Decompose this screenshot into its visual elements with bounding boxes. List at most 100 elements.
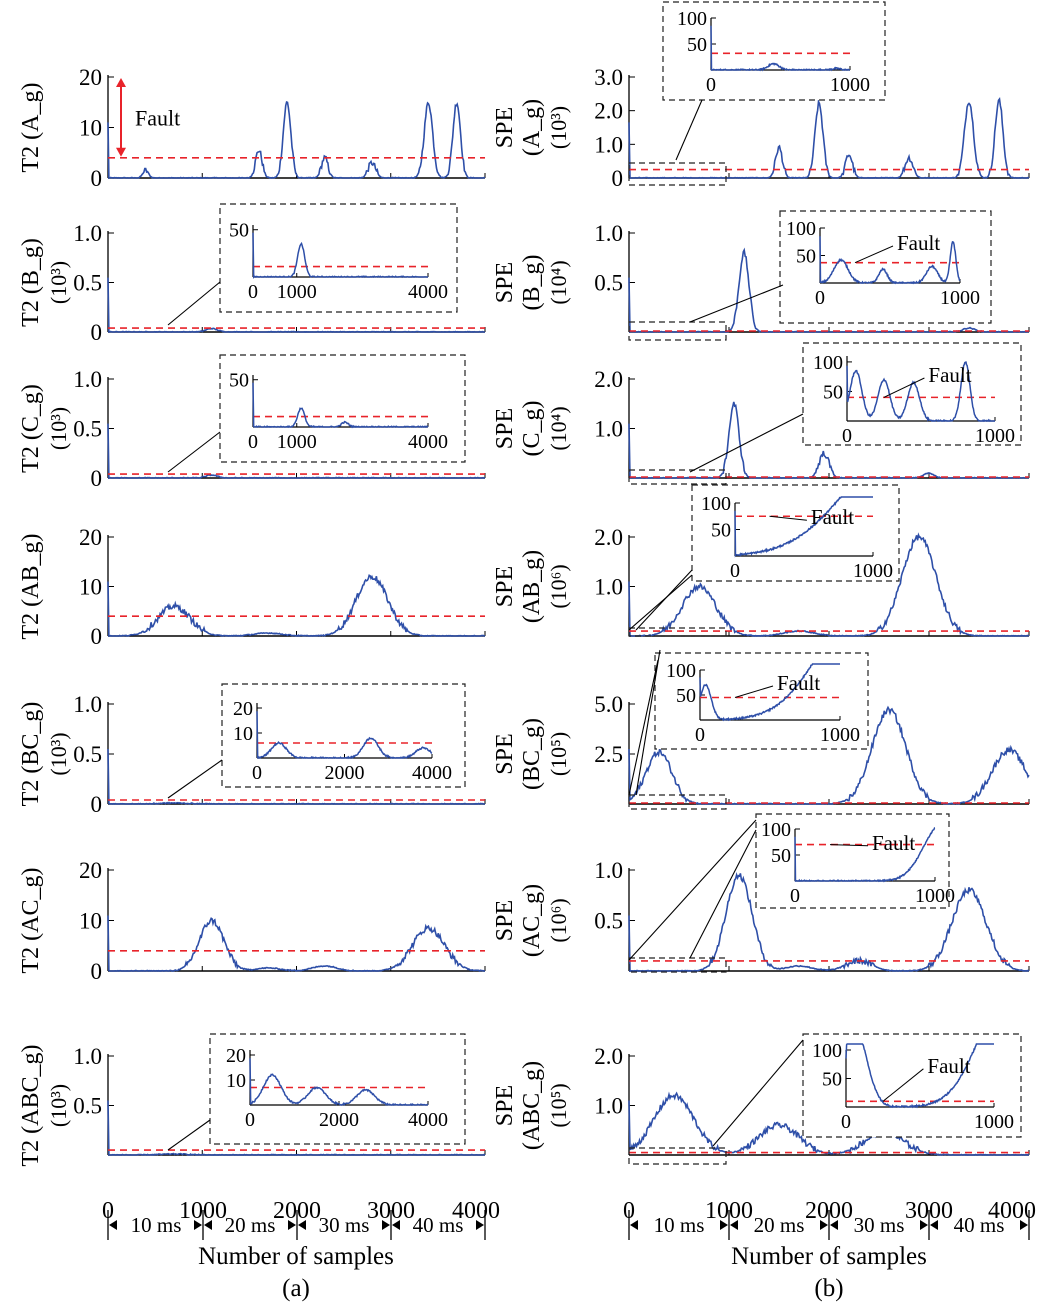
figure-footer: 0 1000 2000 3000 4000 0 1000 2000 3000 4…	[102, 1198, 1036, 1302]
y-tick-label: 2.0	[594, 525, 623, 550]
inset-fault-pointer	[883, 377, 925, 398]
interval-arrowhead	[288, 1220, 296, 1230]
y-axis-scale: (10⁶)	[546, 898, 571, 942]
inset-y-tick-label: 50	[711, 520, 731, 542]
y-tick-label: 10	[79, 575, 102, 600]
y-tick-label: 1.0	[73, 1044, 102, 1069]
inset-x-tick-label: 1000	[277, 281, 317, 303]
inset-x-tick-label: 4000	[408, 1109, 448, 1131]
inset-series-line	[256, 711, 433, 760]
y-axis-scale: (10⁵)	[546, 1083, 571, 1127]
inset-y-tick-label: 100	[813, 352, 843, 374]
y-axis-title: SPE	[492, 262, 518, 303]
inset-y-tick-label: 50	[822, 1069, 842, 1091]
inset-y-tick-label: 20	[226, 1045, 246, 1067]
inset-box	[209, 1033, 466, 1145]
y-axis-title: T2 (B_g)	[18, 238, 44, 327]
inset-fault-pointer	[734, 685, 774, 698]
inset-box	[654, 652, 869, 750]
y-tick-label: 5.0	[594, 692, 623, 717]
series-line	[107, 748, 485, 805]
inset-source-box	[628, 1147, 727, 1165]
inset-x-tick-label: 2000	[325, 762, 365, 784]
inset-series-line	[252, 232, 428, 279]
y-axis-title: (BC_g)	[519, 718, 545, 790]
subplot-a4: 0 10 20 T2 (AB_g)	[18, 525, 486, 649]
inset-fault-label: Fault	[811, 505, 854, 529]
y-tick-label: 3.0	[594, 65, 623, 90]
y-axis-title: (ABC_g)	[519, 1061, 545, 1150]
y-axis-scale: (10³)	[46, 1084, 71, 1127]
inset-series-line	[710, 25, 850, 72]
inset-x-tick-label: 0	[790, 885, 800, 907]
inset-x-tick-label: 1000	[830, 74, 870, 96]
inset-series-line	[845, 1043, 994, 1109]
inset-connector-line	[712, 1039, 804, 1147]
subplot-a3: 0 0.5 1.0 T2 (C_g) (10³) 50 0 1000 4000	[18, 354, 486, 491]
y-axis-title: (A_g)	[519, 99, 545, 156]
inset-x-tick-label: 0	[248, 431, 258, 453]
interval-labels-a: 10 ms 20 ms 30 ms 40 ms	[131, 1213, 464, 1237]
series-line	[628, 1091, 1030, 1156]
y-axis-title: (C_g)	[519, 401, 545, 457]
panel-label-b: (b)	[814, 1275, 843, 1302]
inset-y-tick-label: 50	[229, 220, 249, 242]
inset-y-tick-label: 50	[823, 381, 843, 403]
inset-y-tick-label: 50	[229, 370, 249, 392]
y-axis-scale: (10⁴)	[546, 260, 571, 304]
y-axis-title: SPE	[492, 566, 518, 607]
inset-box	[802, 342, 1022, 446]
inset-source-box	[628, 627, 727, 637]
y-tick-label: 20	[79, 525, 102, 550]
y-axis-scale: (10³)	[46, 732, 71, 775]
inset-x-tick-label: 0	[706, 74, 716, 96]
y-axis-scale: (10⁴)	[546, 406, 571, 450]
inset-y-tick-label: 20	[233, 698, 253, 720]
y-axis-title: SPE	[492, 733, 518, 774]
x-tick-label: 4000	[452, 1198, 500, 1224]
interval-label: 10 ms	[131, 1213, 182, 1237]
y-tick-label: 1.0	[594, 132, 623, 157]
inset-y-tick-label: 100	[701, 493, 731, 515]
y-tick-label: 1.0	[594, 417, 623, 442]
fault-arrow-head	[116, 147, 126, 157]
y-axis-scale: (10³)	[46, 407, 71, 450]
y-axis-title: T2 (AB_g)	[18, 534, 44, 640]
inset-y-tick-label: 100	[677, 8, 707, 30]
y-tick-label: 0.5	[73, 417, 102, 442]
interval-labels-b: 10 ms 20 ms 30 ms 40 ms	[654, 1213, 1005, 1237]
inset-x-tick-label: 1000	[940, 287, 980, 309]
y-tick-label: 1.0	[73, 221, 102, 246]
inset-connector-line	[167, 431, 221, 473]
x-axis-title-a: Number of samples	[198, 1243, 394, 1270]
y-tick-label: 1.0	[73, 367, 102, 392]
inset-y-tick-label: 10	[226, 1070, 246, 1092]
y-axis-scale: (10⁵)	[546, 732, 571, 776]
inset-y-tick-label: 100	[761, 819, 791, 841]
inset-x-tick-label: 2000	[319, 1109, 359, 1131]
inset-series-line	[794, 827, 936, 883]
inset-box	[691, 484, 900, 582]
interval-arrowhead	[930, 1220, 938, 1230]
inset-fault-pointer	[882, 1068, 924, 1102]
y-tick-label: 10	[79, 909, 102, 934]
y-axis-title: (B_g)	[519, 255, 545, 311]
y-axis-title: T2 (AC_g)	[18, 868, 44, 974]
series-line	[628, 532, 1030, 637]
inset-x-tick-label: 0	[730, 560, 740, 582]
inset-x-tick-label: 4000	[412, 762, 452, 784]
inset-connector-line	[167, 759, 223, 799]
y-axis-title: T2 (BC_g)	[18, 702, 44, 807]
inset-source-box	[628, 469, 727, 485]
inset-connector-line	[675, 99, 703, 161]
subplot-a5: 0 0.5 1.0 T2 (BC_g) (10³) 10 20 0 2000 4000	[18, 683, 486, 817]
y-tick-label: 2.0	[594, 99, 623, 124]
inset-connector-line	[689, 829, 757, 959]
series-line	[107, 574, 485, 638]
inset-y-tick-label: 100	[786, 218, 816, 240]
inset-box	[779, 210, 992, 324]
inset-fault-label: Fault	[897, 231, 940, 255]
